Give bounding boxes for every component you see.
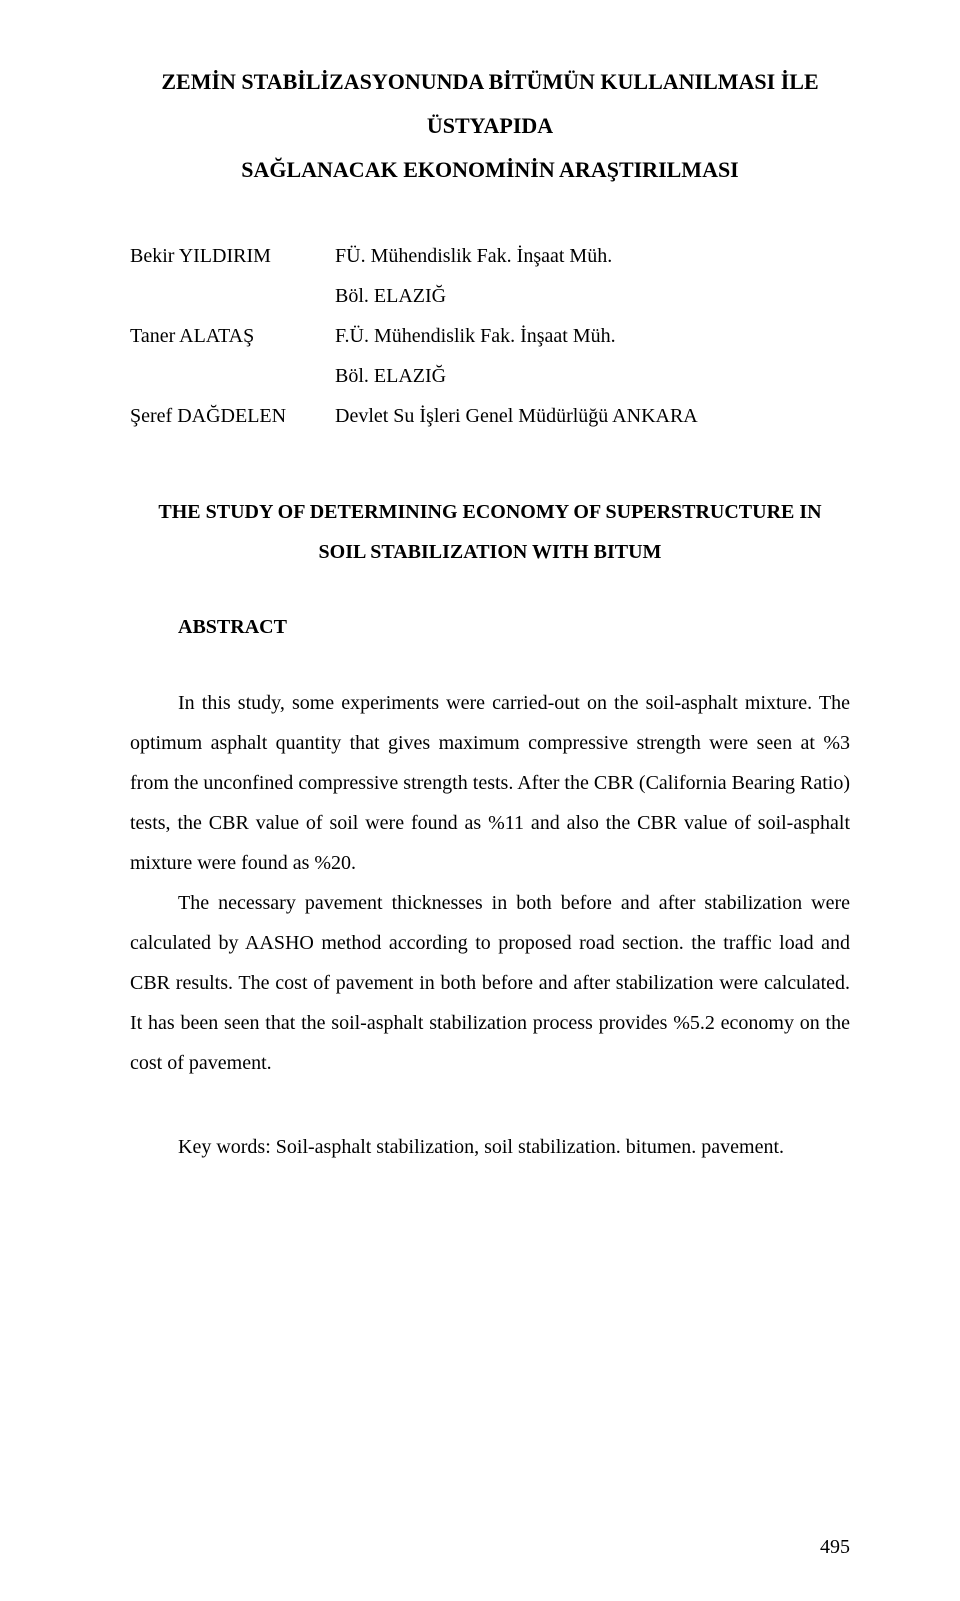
document-title-en: THE STUDY OF DETERMINING ECONOMY OF SUPE…	[130, 492, 850, 572]
title-line-1: ZEMİN STABİLİZASYONUNDA BİTÜMÜN KULLANIL…	[161, 69, 818, 138]
author-row: Taner ALATAŞ F.Ü. Mühendislik Fak. İnşaa…	[130, 316, 850, 356]
author-list: Bekir YILDIRIM FÜ. Mühendislik Fak. İnşa…	[130, 236, 850, 436]
en-title-line-1: THE STUDY OF DETERMINING ECONOMY OF SUPE…	[158, 501, 821, 523]
abstract-paragraph: In this study, some experiments were car…	[130, 683, 850, 883]
en-title-line-2: SOIL STABILIZATION WITH BITUM	[319, 541, 662, 563]
keywords: Key words: Soil-asphalt stabilization, s…	[130, 1127, 850, 1167]
author-row: Bekir YILDIRIM FÜ. Mühendislik Fak. İnşa…	[130, 236, 850, 276]
abstract-heading: ABSTRACT	[178, 616, 850, 639]
author-name: Taner ALATAŞ	[130, 316, 335, 356]
page-number: 495	[820, 1536, 850, 1559]
author-name: Bekir YILDIRIM	[130, 236, 335, 276]
author-affiliation: FÜ. Mühendislik Fak. İnşaat Müh.	[335, 236, 850, 276]
title-line-2: SAĞLANACAK EKONOMİNİN ARAŞTIRILMASI	[241, 157, 739, 182]
author-affiliation: F.Ü. Mühendislik Fak. İnşaat Müh.	[335, 316, 850, 356]
author-name: Şeref DAĞDELEN	[130, 396, 335, 436]
abstract-paragraph: The necessary pavement thicknesses in bo…	[130, 883, 850, 1083]
author-affiliation-line2: Böl. ELAZIĞ	[130, 356, 850, 396]
page: ZEMİN STABİLİZASYONUNDA BİTÜMÜN KULLANIL…	[0, 0, 960, 1601]
document-title-tr: ZEMİN STABİLİZASYONUNDA BİTÜMÜN KULLANIL…	[130, 60, 850, 192]
author-row: Şeref DAĞDELEN Devlet Su İşleri Genel Mü…	[130, 396, 850, 436]
author-affiliation-line2: Böl. ELAZIĞ	[130, 276, 850, 316]
author-affiliation: Devlet Su İşleri Genel Müdürlüğü ANKARA	[335, 396, 850, 436]
